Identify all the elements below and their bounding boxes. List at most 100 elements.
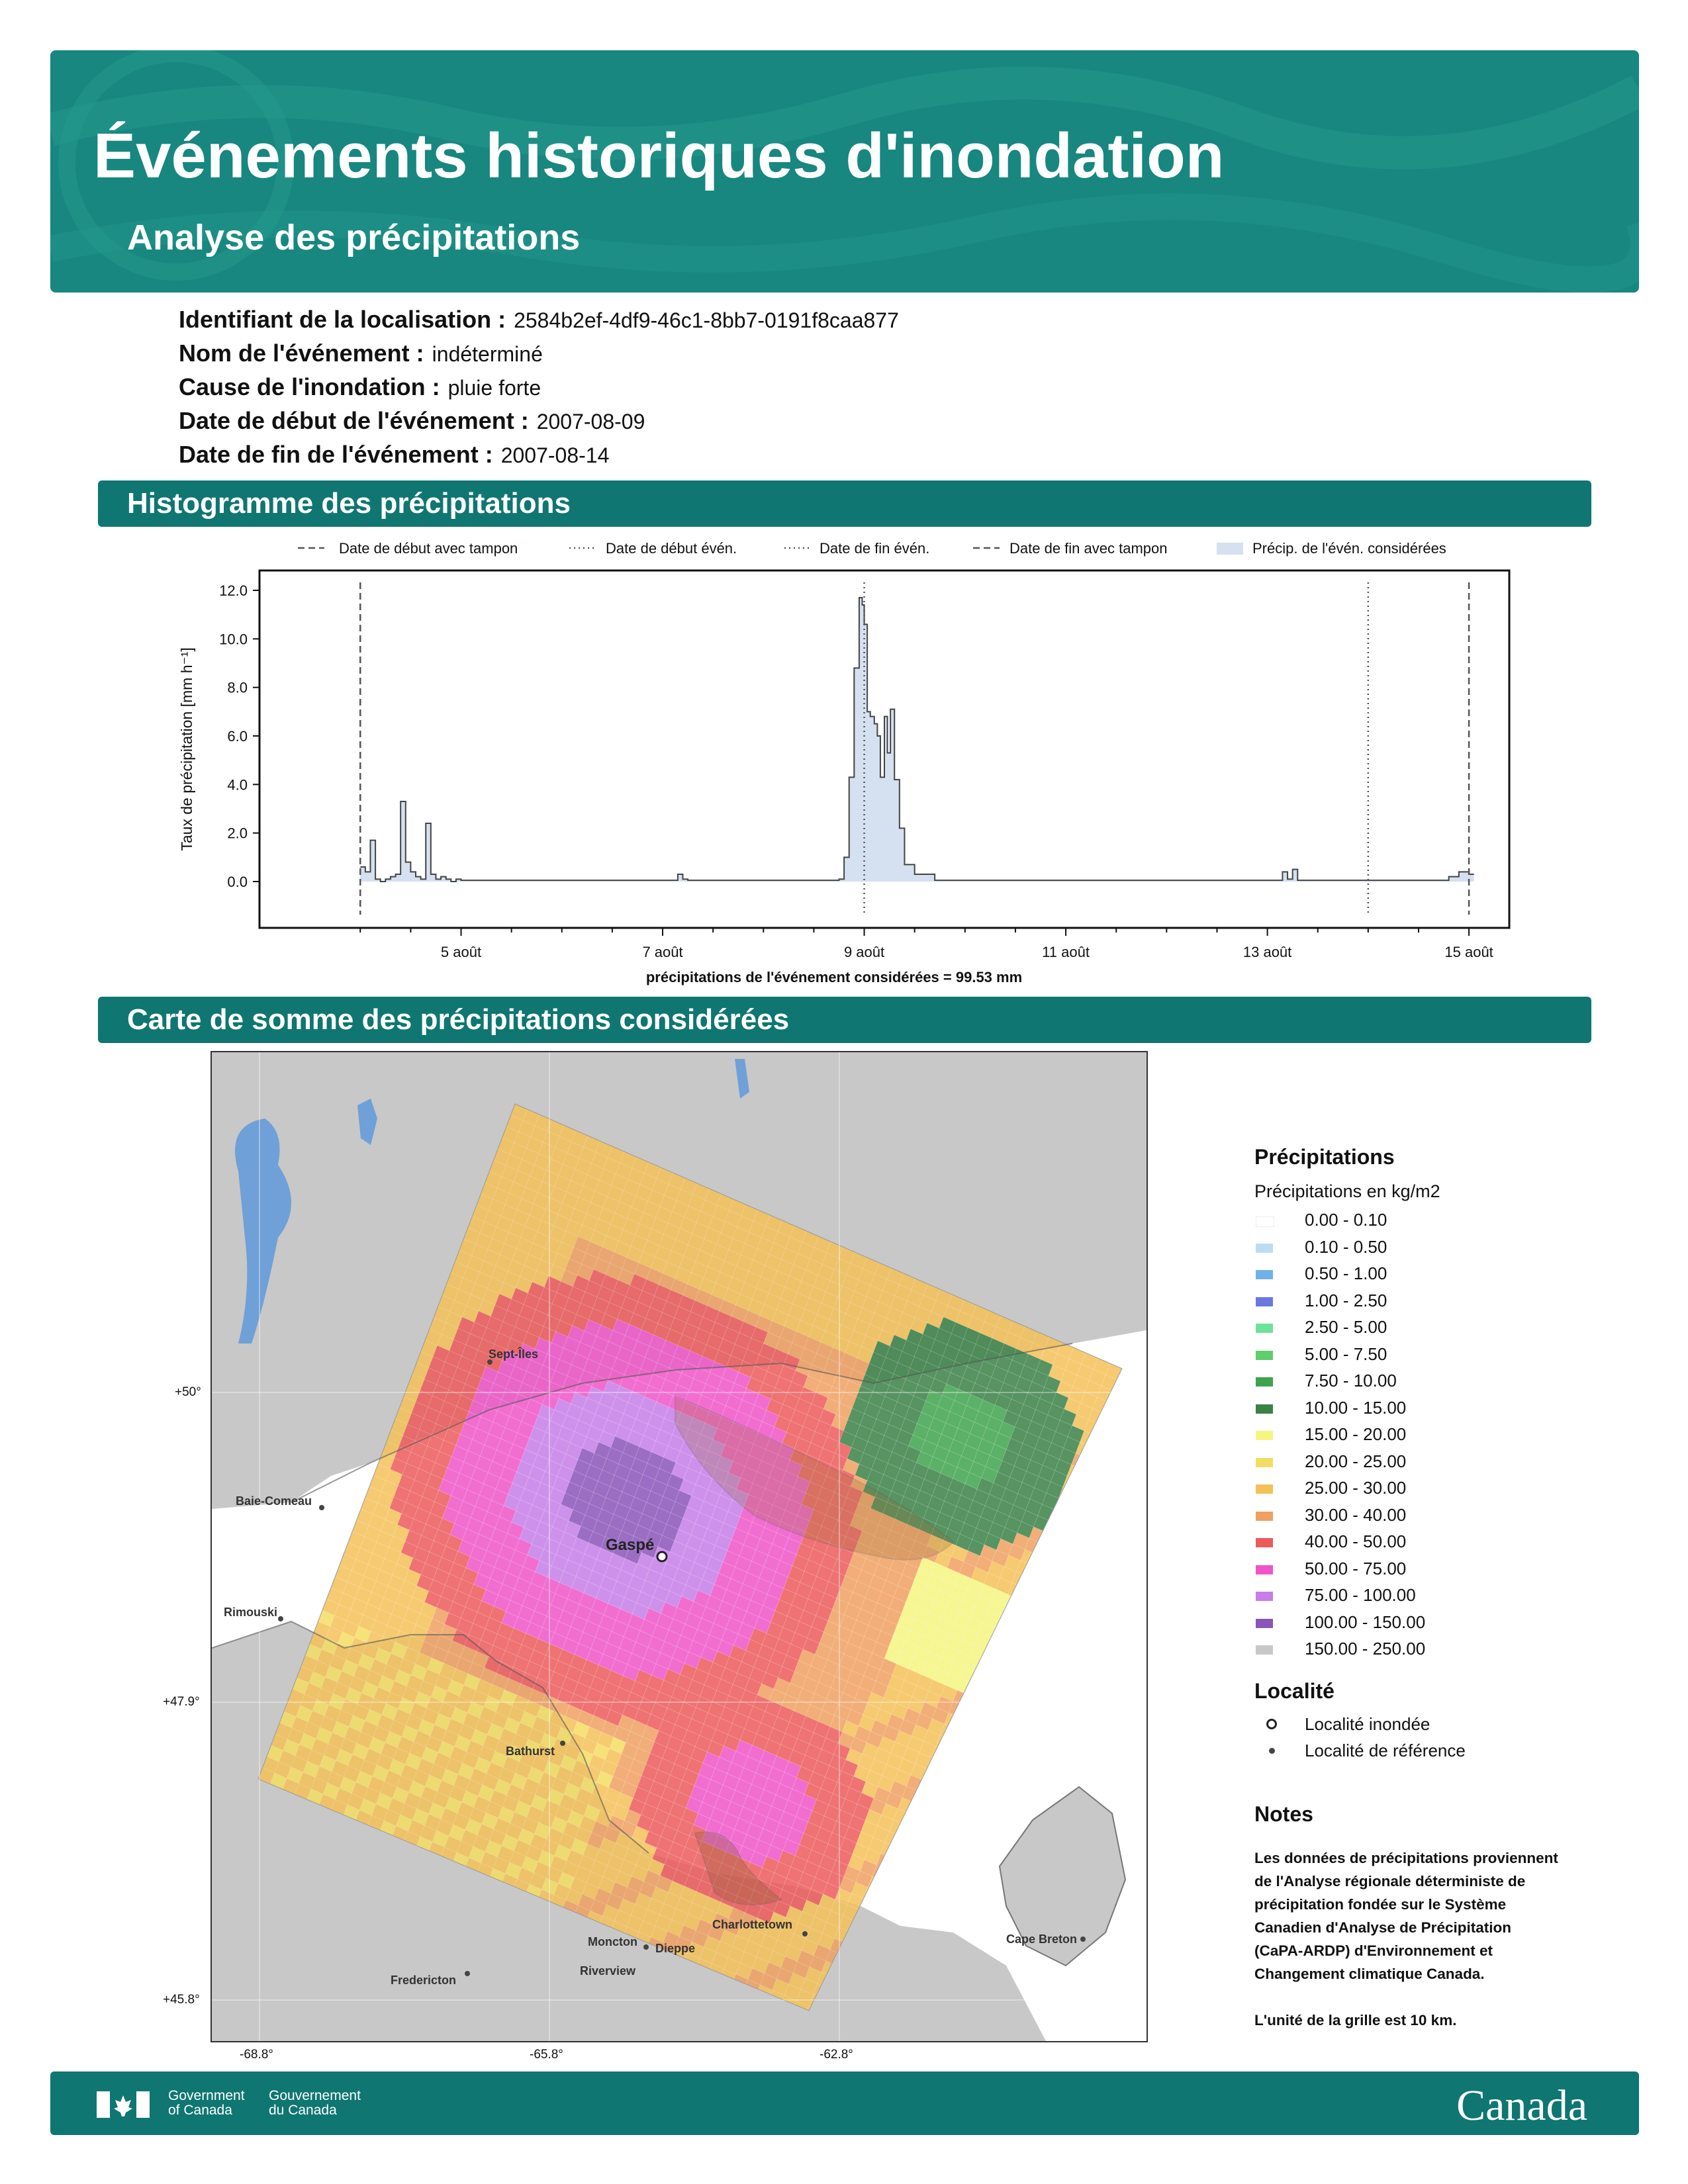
legend-class-label: 150.00 - 250.00: [1305, 1639, 1426, 1659]
legend-class-item: 75.00 - 100.00: [1254, 1584, 1599, 1611]
meta-value: 2007-08-09: [536, 410, 645, 433]
place-marker-reference: [560, 1741, 565, 1746]
lon-label: -62.8°: [820, 2048, 853, 2062]
precipitation-map[interactable]: Sept-Îles Baie-Comeau Rimouski Gaspé Bat…: [211, 1051, 1148, 2042]
legend-label: Date de fin évén.: [820, 540, 929, 557]
meta-event-name: Nom de l'événement : indéterminé: [179, 340, 543, 367]
locality-title: Localité: [1254, 1678, 1335, 1703]
legend-class-label: 7.50 - 10.00: [1305, 1371, 1397, 1390]
legend-class-item: 0.10 - 0.50: [1254, 1236, 1599, 1263]
place-label: Rimouski: [224, 1606, 277, 1619]
page-header: Événements historiques d'inondation Anal…: [50, 50, 1639, 293]
notes-line: précipitation fondée sur le Système: [1254, 1895, 1507, 1913]
legend-class-swatch: [1256, 1457, 1273, 1467]
legend-class-label: 10.00 - 15.00: [1305, 1397, 1407, 1418]
precipitation-histogram-chart: Date de début avec tampon Date de début …: [178, 540, 1511, 985]
place-marker-reference: [802, 1931, 808, 1936]
lon-label: -68.8°: [240, 2048, 273, 2062]
legend-class-swatch: [1256, 1645, 1273, 1655]
lake-water: [357, 1099, 377, 1145]
x-tick-label: 11 août: [1042, 944, 1090, 960]
y-axis-label: Taux de précipitation [mm h⁻¹]: [178, 647, 195, 850]
legend-class-item: 25.00 - 30.00: [1254, 1477, 1599, 1504]
place-marker-reference: [319, 1505, 324, 1510]
legend-item-label: Localité inondée: [1305, 1713, 1430, 1734]
x-tick-label: 5 août: [441, 944, 481, 960]
section-bar-histogram: Histogramme des précipitations: [98, 480, 1591, 527]
gov-en: Government of Canada: [168, 2089, 245, 2118]
legend-class-label: 40.00 - 50.00: [1305, 1531, 1407, 1551]
section-title: Carte de somme des précipitations consid…: [127, 1003, 790, 1036]
legend-class-item: 50.00 - 75.00: [1254, 1557, 1599, 1584]
y-tick-label: 12.0: [219, 582, 248, 599]
legend-classes: 0.00 - 0.10 0.10 - 0.50 0.50 - 1.00 1.00 - …: [1254, 1208, 1599, 1664]
place-label: Moncton: [588, 1935, 637, 1948]
gov-fr: Gouvernement du Canada: [269, 2089, 361, 2118]
y-tick-label: 4.0: [227, 776, 248, 793]
legend-class-label: 75.00 - 100.00: [1305, 1585, 1416, 1605]
gov-fr-line2: du Canada: [269, 2103, 337, 2118]
header-wave-decoration: [50, 50, 1639, 293]
place-label: Fredericton: [391, 1974, 456, 1987]
place-label: Dieppe: [655, 1942, 695, 1955]
place-label: Sept-Îles: [489, 1347, 538, 1361]
x-tick-label: 7 août: [642, 944, 682, 960]
y-tick-label: 2.0: [227, 825, 248, 842]
x-axis-label: précipitations de l'événement considérée…: [646, 969, 1022, 985]
legend-class-swatch: [1256, 1592, 1273, 1601]
gov-fr-line1: Gouvernement: [269, 2088, 361, 2103]
y-tick-label: 8.0: [227, 680, 248, 696]
legend-class-label: 15.00 - 20.00: [1305, 1424, 1407, 1444]
notes-line: de l'Analyse régionale déterministe de: [1254, 1872, 1526, 1889]
legend-label: Précip. de l'évén. considérées: [1252, 540, 1446, 557]
map-legend: Précipitations Précipitations en kg/m2 0…: [1254, 1145, 1599, 2032]
legend-class-swatch: [1256, 1618, 1273, 1628]
legend-class-item: 10.00 - 15.00: [1254, 1396, 1599, 1424]
legend-class-item: 0.00 - 0.10: [1254, 1208, 1599, 1236]
legend-class-item: 40.00 - 50.00: [1254, 1530, 1599, 1557]
legend-class-item: 5.00 - 7.50: [1254, 1343, 1599, 1370]
legend-item-flooded: Localité inondée: [1254, 1713, 1599, 1740]
legend-class-label: 0.00 - 0.10: [1305, 1210, 1387, 1230]
legend-class-item: 20.00 - 25.00: [1254, 1450, 1599, 1477]
lon-label: -65.8°: [530, 2048, 563, 2062]
flooded-marker-icon: [1266, 1718, 1277, 1729]
lake-water: [735, 1059, 749, 1099]
meta-flood-cause: Cause de l'inondation : pluie forte: [179, 373, 541, 401]
legend-label: Date de début évén.: [606, 540, 737, 557]
place-marker-flooded[interactable]: [656, 1551, 668, 1563]
cape-breton-land: [998, 1786, 1127, 1967]
reference-marker-icon: [1269, 1748, 1275, 1754]
legend-class-label: 0.10 - 0.50: [1305, 1236, 1387, 1257]
gov-en-line2: of Canada: [168, 2103, 232, 2118]
x-tick-label: 15 août: [1444, 944, 1493, 960]
legend-class-label: 5.00 - 7.50: [1305, 1343, 1387, 1364]
legend-title: Précipitations: [1254, 1145, 1395, 1169]
place-label: Baie-Comeau: [236, 1494, 312, 1508]
meta-label: Nom de l'événement :: [179, 340, 424, 367]
meta-start-date: Date de début de l'événement : 2007-08-09: [179, 407, 645, 435]
legend-class-label: 20.00 - 25.00: [1305, 1451, 1407, 1471]
legend-class-swatch: [1256, 1350, 1273, 1360]
legend-class-label: 50.00 - 75.00: [1305, 1558, 1407, 1578]
notes-line: (CaPA-ARDP) d'Environnement et: [1254, 1942, 1493, 1959]
place-label: Bathurst: [506, 1745, 555, 1758]
place-label: Gaspé: [606, 1536, 654, 1554]
legend-class-label: 2.50 - 5.00: [1305, 1317, 1387, 1337]
legend-class-label: 1.00 - 2.50: [1305, 1290, 1387, 1310]
legend-class-swatch: [1256, 1565, 1273, 1574]
legend-swatch-fill: [1217, 543, 1243, 555]
notes-line: Les données de précipitations proviennen…: [1254, 1849, 1558, 1866]
legend-class-swatch: [1256, 1431, 1273, 1440]
meta-label: Date de début de l'événement :: [179, 407, 529, 434]
section-bar-map: Carte de somme des précipitations consid…: [98, 997, 1591, 1043]
legend-class-item: 30.00 - 40.00: [1254, 1504, 1599, 1531]
legend-class-item: 150.00 - 250.00: [1254, 1637, 1599, 1664]
reservoir-water: [235, 1118, 291, 1343]
notes-grid-unit: L'unité de la grille est 10 km.: [1254, 2011, 1457, 2028]
notes-text: Les données de précipitations proviennen…: [1254, 1846, 1599, 2032]
place-marker-reference: [465, 1971, 470, 1976]
precip-step-line: [360, 597, 1474, 882]
place-marker-reference: [1080, 1936, 1086, 1942]
legend-class-swatch: [1256, 1216, 1274, 1227]
